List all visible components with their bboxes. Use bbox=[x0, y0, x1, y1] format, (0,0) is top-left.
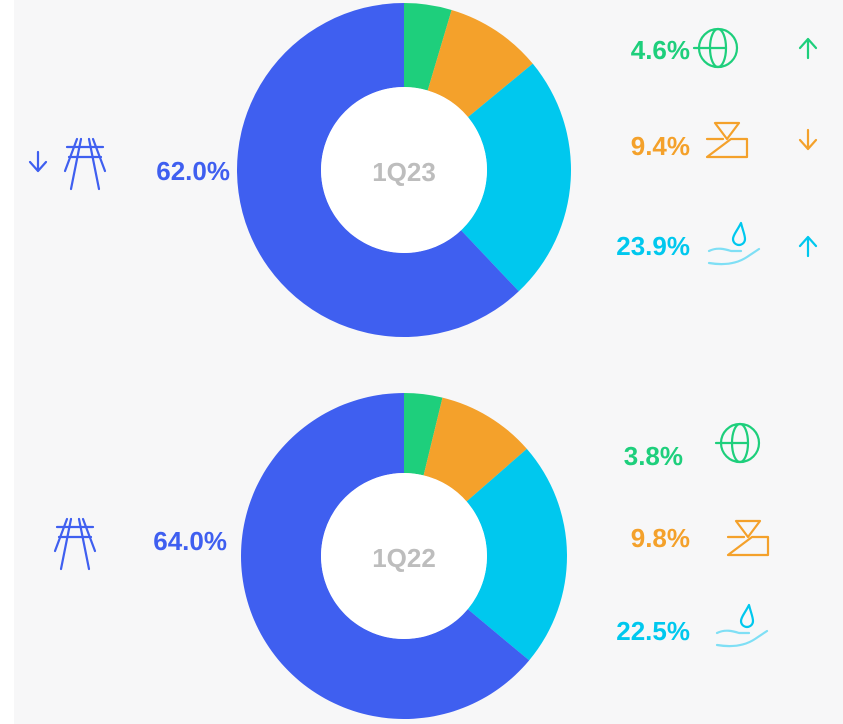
donut-slice bbox=[466, 448, 567, 661]
donut-hole bbox=[321, 87, 487, 253]
donut-slice bbox=[427, 9, 533, 118]
center-label: 1Q23 bbox=[372, 157, 436, 187]
value-label: 62.0% bbox=[156, 156, 230, 186]
value-label: 3.8% bbox=[624, 441, 683, 471]
value-label: 23.9% bbox=[616, 231, 690, 261]
value-label: 4.6% bbox=[631, 35, 690, 65]
donut-slice bbox=[240, 392, 530, 719]
value-label: 22.5% bbox=[616, 616, 690, 646]
charts: 4.6% 9.4% 23.9% 62.0% 1Q23 3.8% 9.8% 22.5% 64.0%… bbox=[153, 3, 690, 719]
donut-slice bbox=[237, 3, 519, 337]
value-label: 9.8% bbox=[631, 523, 690, 553]
center-label: 1Q22 bbox=[372, 543, 436, 573]
value-label: 9.4% bbox=[631, 131, 690, 161]
donut-slice bbox=[404, 3, 452, 91]
donut-hole bbox=[321, 473, 487, 639]
donut-slice bbox=[461, 63, 571, 292]
donut-slice bbox=[404, 393, 443, 476]
donut-slice bbox=[423, 397, 527, 502]
value-label: 64.0% bbox=[153, 526, 227, 556]
